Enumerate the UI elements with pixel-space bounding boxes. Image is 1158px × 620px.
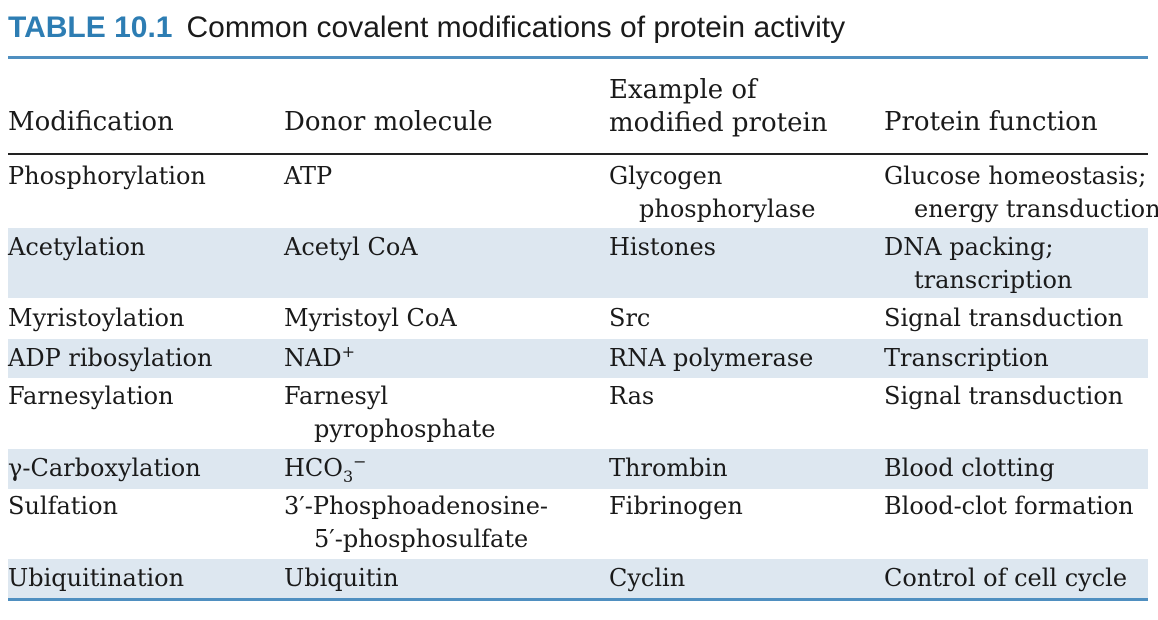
modification-cell: γ-Carboxylation — [8, 454, 201, 482]
table-row: ADP ribosylation NAD+ RNA polymerase Tra… — [8, 339, 1148, 378]
modification-cell: Myristoylation — [8, 304, 185, 332]
function-cell: Signal transduction — [884, 304, 1124, 332]
donor-cell: Farnesyl pyrophosphate — [284, 382, 496, 443]
function-cell: Signal transduction — [884, 382, 1124, 410]
example-cell: Histones — [609, 233, 716, 261]
example-cell: Cyclin — [609, 564, 686, 592]
donor-cell: Acetyl CoA — [284, 233, 418, 261]
top-rule — [8, 56, 1148, 59]
modification-cell: Ubiquitination — [8, 564, 185, 592]
example-cell: Fibrinogen — [609, 492, 743, 520]
modification-cell: Farnesylation — [8, 382, 174, 410]
function-cell: Transcription — [884, 344, 1049, 372]
column-header-example-protein: Example of modified protein — [609, 75, 828, 138]
column-header-protein-function: Protein function — [884, 107, 1098, 137]
example-cell: Src — [609, 304, 651, 332]
function-cell: DNA packing; transcription — [884, 233, 1073, 294]
function-cell: Blood clotting — [884, 454, 1055, 482]
table-title: Common covalent modifications of protein… — [186, 11, 846, 44]
donor-subscript: 3 — [342, 466, 354, 486]
modification-cell: Acetylation — [8, 233, 146, 261]
table-row: Phosphorylation ATP Glycogen phosphoryla… — [8, 160, 1158, 226]
function-cell: Blood-clot formation — [884, 492, 1134, 520]
donor-cell: Myristoyl CoA — [284, 304, 457, 332]
modification-cell: ADP ribosylation — [8, 344, 213, 372]
donor-cell: Ubiquitin — [284, 564, 399, 592]
column-header-donor-molecule: Donor molecule — [284, 107, 493, 137]
table-caption: TABLE 10.1 Common covalent modifications … — [8, 8, 845, 48]
modification-cell: Phosphorylation — [8, 162, 206, 190]
example-cell: Glycogen phosphorylase — [609, 162, 816, 223]
table-row: γ-Carboxylation HCO3− Thrombin Blood clo… — [8, 449, 1148, 489]
table-row: Sulfation 3′-Phosphoadenosine- 5′-phosph… — [8, 490, 1148, 558]
donor-formula: HCO — [284, 454, 343, 482]
modification-cell: Sulfation — [8, 492, 118, 520]
donor-cell: 3′-Phosphoadenosine- 5′-phosphosulfate — [284, 492, 549, 553]
function-cell: Glucose homeostasis; energy transduction — [884, 162, 1158, 223]
donor-charge: + — [341, 342, 355, 361]
example-cell: Ras — [609, 382, 655, 410]
header-rule — [8, 153, 1148, 155]
table-row: Myristoylation Myristoyl CoA Src Signal … — [8, 302, 1148, 338]
table-row: Acetylation Acetyl CoA Histones DNA pack… — [8, 228, 1148, 298]
example-cell: RNA polymerase — [609, 344, 814, 372]
donor-cell: NAD+ — [284, 342, 355, 375]
donor-charge: − — [353, 452, 367, 471]
donor-cell: ATP — [284, 162, 333, 190]
example-cell: Thrombin — [609, 454, 728, 482]
table-row: Farnesylation Farnesyl pyrophosphate Ras… — [8, 380, 1148, 448]
donor-cell: HCO3− — [284, 452, 367, 485]
column-header-modification: Modification — [8, 107, 174, 137]
bottom-rule — [8, 598, 1148, 601]
table-number: TABLE 10.1 — [8, 11, 173, 44]
table-row: Ubiquitination Ubiquitin Cyclin Control … — [8, 559, 1148, 598]
donor-formula: NAD — [284, 344, 342, 372]
function-cell: Control of cell cycle — [884, 564, 1128, 592]
